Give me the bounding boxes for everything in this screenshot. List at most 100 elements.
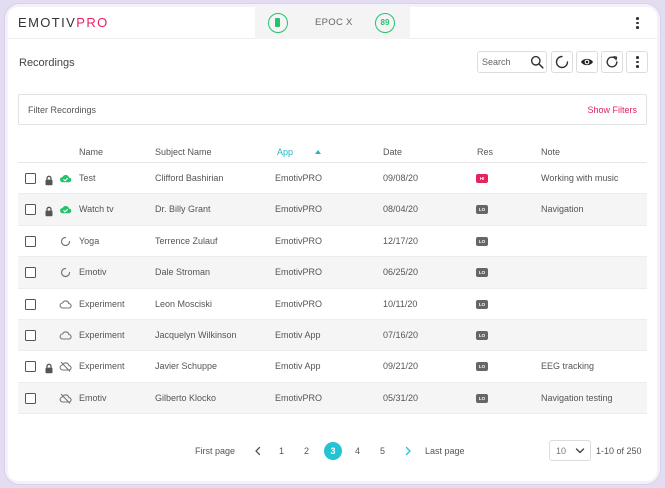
resolution-badge: LO — [476, 362, 488, 372]
table-row[interactable]: Experiment Jacquelyn Wilkinson Emotiv App 0… — [18, 319, 647, 352]
last-page-link[interactable]: Last page — [425, 446, 465, 456]
sync-button[interactable] — [551, 51, 573, 73]
page-title: Recordings — [19, 57, 75, 69]
cloud-off-icon — [59, 360, 72, 373]
cell-date: 12/17/20 — [383, 235, 419, 246]
table-header: Name Subject Name App Date Res Note — [18, 141, 647, 163]
lock-icon — [44, 173, 54, 186]
column-header-name[interactable]: Name — [79, 147, 104, 157]
table-row[interactable]: Yoga Terrence Zulauf EmotivPRO 12/17/20 LO — [18, 226, 647, 258]
resolution-badge: LO — [476, 205, 488, 215]
table-row[interactable]: Test Clifford Bashirian EmotivPRO 09/08/20 H… — [18, 163, 647, 195]
table-row[interactable]: Watch tv Dr. Billy Grant EmotivPRO 08/04/20… — [18, 194, 647, 226]
cell-app: Emotiv App — [275, 361, 321, 372]
view-button[interactable] — [576, 51, 598, 73]
page-link-5[interactable]: 5 — [380, 446, 386, 456]
cell-name[interactable]: Experiment — [79, 361, 125, 372]
cell-note: Navigation — [541, 204, 584, 215]
loading-icon — [555, 55, 569, 69]
row-checkbox[interactable] — [25, 235, 36, 247]
cell-date: 05/31/20 — [383, 392, 419, 403]
cell-note: EEG tracking — [541, 361, 595, 372]
search-input[interactable] — [482, 55, 526, 69]
pagination-range: 1-10 of 250 — [596, 446, 642, 456]
cell-name[interactable]: Watch tv — [79, 204, 114, 215]
cell-subject: Jacquelyn Wilkinson — [155, 329, 237, 340]
table-row[interactable]: Experiment Javier Schuppe Emotiv App 09/21/… — [18, 351, 647, 383]
column-header-subject[interactable]: Subject Name — [155, 147, 212, 157]
cell-date: 09/08/20 — [383, 173, 419, 183]
cell-subject: Dr. Billy Grant — [155, 204, 211, 215]
cell-name[interactable]: Emotiv — [79, 392, 107, 403]
resolution-badge: LO — [476, 299, 488, 309]
first-page-link[interactable]: First page — [195, 446, 236, 456]
cell-name[interactable]: Test — [79, 173, 96, 183]
refresh-button[interactable] — [601, 51, 623, 73]
table-row[interactable]: Emotiv Gilberto Klocko EmotivPRO 05/31/20 LO… — [18, 382, 647, 415]
search-field[interactable] — [477, 51, 547, 73]
page-link-1[interactable]: 1 — [279, 446, 285, 456]
show-filters-link[interactable]: Show Filters — [587, 105, 637, 115]
filter-label: Filter Recordings — [28, 105, 97, 115]
more-options-icon — [630, 55, 644, 69]
per-page-value: 10 — [556, 446, 567, 456]
refresh-icon — [606, 55, 618, 68]
top-bar: EMOTIVPRO EPOC X 89 — [8, 7, 657, 39]
app-menu-icon[interactable] — [630, 16, 644, 30]
syncing-icon — [59, 266, 72, 279]
chevron-right-icon[interactable] — [403, 446, 413, 456]
row-checkbox[interactable] — [25, 204, 36, 216]
cell-subject: Javier Schuppe — [155, 361, 218, 372]
cloud-off-icon — [59, 392, 72, 405]
filter-bar: Filter Recordings Show Filters — [18, 94, 647, 125]
row-checkbox[interactable] — [25, 392, 36, 404]
resolution-badge: LO — [476, 236, 488, 246]
cell-app: Emotiv App — [275, 329, 321, 340]
cell-app: EmotivPRO — [275, 267, 323, 278]
row-checkbox[interactable] — [25, 329, 36, 341]
cloud-outline-icon — [59, 298, 72, 311]
column-header-res[interactable]: Res — [477, 147, 494, 157]
more-options-button[interactable] — [626, 51, 648, 73]
device-tab[interactable]: EPOC X 89 — [255, 7, 410, 39]
page-link-2[interactable]: 2 — [304, 446, 310, 456]
device-name: EPOC X — [315, 17, 353, 28]
cell-date: 07/16/20 — [383, 329, 419, 340]
cell-name[interactable]: Experiment — [79, 329, 125, 340]
page-link-current[interactable]: 3 — [324, 442, 342, 460]
column-header-note[interactable]: Note — [541, 147, 561, 157]
sort-ascending-icon[interactable] — [315, 150, 321, 154]
logo-main: EMOTIV — [18, 15, 77, 30]
lock-icon — [44, 204, 54, 217]
cell-app: EmotivPRO — [275, 235, 323, 246]
row-checkbox[interactable] — [25, 298, 36, 310]
column-header-date[interactable]: Date — [383, 147, 403, 157]
row-checkbox[interactable] — [25, 267, 36, 279]
eye-icon — [581, 58, 593, 66]
chevron-left-icon[interactable] — [253, 446, 263, 456]
cell-note: Navigation testing — [541, 392, 613, 403]
column-header-app[interactable]: App — [277, 147, 294, 157]
lock-icon — [44, 361, 54, 374]
emotivpro-logo: EMOTIVPRO — [18, 15, 109, 30]
cell-note: Working with music — [541, 173, 619, 183]
row-checkbox[interactable] — [25, 173, 36, 184]
app-window: EMOTIVPRO EPOC X 89 Recordings Filter Re… — [8, 7, 657, 481]
table-row[interactable]: Experiment Leon Mosciski EmotivPRO 10/11/20… — [18, 289, 647, 320]
cell-name[interactable]: Yoga — [79, 235, 100, 246]
cell-subject: Leon Mosciski — [155, 298, 213, 309]
resolution-badge: LO — [476, 268, 488, 278]
cell-subject: Dale Stroman — [155, 267, 211, 278]
cell-name[interactable]: Emotiv — [79, 267, 107, 278]
per-page-select[interactable]: 10 — [549, 440, 591, 461]
resolution-badge: LO — [476, 393, 488, 403]
signal-quality-badge: 89 — [375, 13, 395, 33]
page-link-4[interactable]: 4 — [355, 446, 361, 456]
cell-date: 10/11/20 — [383, 298, 418, 309]
cell-name[interactable]: Experiment — [79, 298, 125, 309]
row-checkbox[interactable] — [25, 361, 36, 373]
table-row[interactable]: Emotiv Dale Stroman EmotivPRO 06/25/20 LO — [18, 257, 647, 289]
battery-icon — [268, 13, 288, 33]
search-icon[interactable] — [530, 55, 544, 69]
table-body: Test Clifford Bashirian EmotivPRO 09/08/20 H… — [18, 163, 647, 415]
